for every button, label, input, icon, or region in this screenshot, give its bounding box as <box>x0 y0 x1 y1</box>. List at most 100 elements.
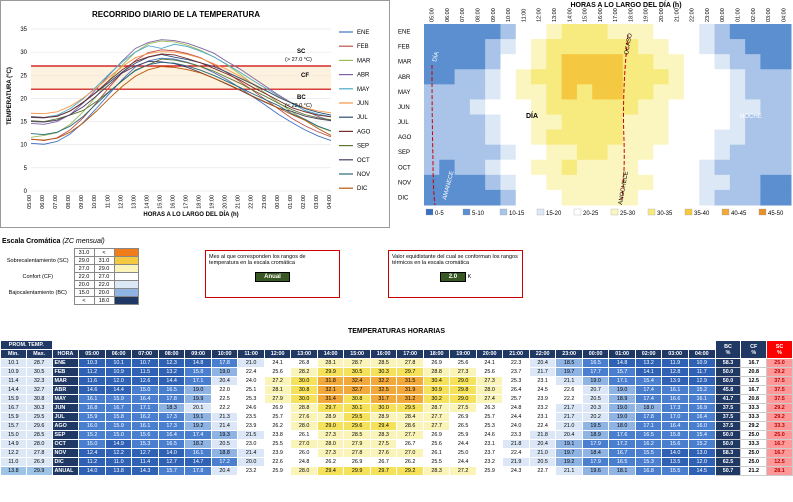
heatmap-cell <box>668 99 685 115</box>
bc-percent-cell: 37.5 <box>714 403 742 413</box>
scale-swatch <box>113 248 139 257</box>
legend-label: 40-45 <box>731 211 747 217</box>
temp-cell: 17.8 <box>157 394 186 404</box>
heatmap-cell <box>668 189 685 206</box>
temp-cell: 25.9 <box>263 466 292 476</box>
temp-cell: 14.8 <box>184 358 212 368</box>
heatmap-cell <box>622 114 639 131</box>
table-row: 13.8 29.9 ANUAL 14.0 13.8 14.3 15.7 17.8 20.4 23.… <box>0 466 793 476</box>
temp-cell: 28.0 <box>290 466 318 476</box>
temp-cell: 14.4 <box>157 376 186 386</box>
heatmap-cell <box>653 39 670 55</box>
minmax-cell: 29.5 <box>25 412 53 422</box>
temp-cell: 16.1 <box>661 385 689 395</box>
hour-header: 01:00 <box>608 349 636 359</box>
heatmap-cell <box>638 189 654 206</box>
temp-cell: 12.9 <box>687 376 716 386</box>
temp-cell: 22.7 <box>528 466 557 476</box>
temp-cell: 31.9 <box>396 385 424 395</box>
temp-cell: 27.4 <box>475 394 504 404</box>
month-cell: ANUAL <box>51 466 80 476</box>
heatmap-cell <box>592 174 608 191</box>
temp-cell: 28.0 <box>316 439 345 449</box>
hour-header: 10:00 <box>210 349 239 359</box>
heatmap-cell <box>454 99 471 115</box>
heatmap-cell <box>546 54 563 70</box>
minmax-cell: 32.7 <box>25 385 53 395</box>
heatmap-cell <box>485 129 501 146</box>
temp-cell: 19.0 <box>608 385 636 395</box>
temp-cell: 26.1 <box>422 448 451 458</box>
temp-cell: 29.0 <box>449 394 477 404</box>
temp-cell: 28.2 <box>290 367 318 377</box>
heatmap-cell <box>500 69 517 85</box>
hour-header: 17:00 <box>396 349 424 359</box>
temp-cell: 27.9 <box>263 394 292 404</box>
temp-cell: 22.4 <box>237 367 265 377</box>
temp-cell: 21.4 <box>237 448 265 458</box>
temp-cell: 32.7 <box>343 385 371 395</box>
temp-cell: 20.5 <box>581 394 610 404</box>
heatmap-x-tick: 09:00 <box>491 8 497 22</box>
cf-percent-cell: 16.7 <box>740 385 768 395</box>
hour-header: 06:00 <box>104 349 133 359</box>
heatmap-cell <box>607 129 624 146</box>
heatmap-cell <box>638 69 654 85</box>
temp-cell: 24.5 <box>528 385 557 395</box>
temp-cell: 19.1 <box>555 439 583 449</box>
heatmap-cell <box>576 54 593 70</box>
temp-cell: 25.6 <box>422 439 451 449</box>
heatmap-cell <box>500 99 517 115</box>
heatmap-cell <box>576 159 593 176</box>
scale-value: 31.0 <box>93 256 115 265</box>
minmax-cell: 29.9 <box>25 466 53 476</box>
temp-cell: 21.3 <box>210 412 239 422</box>
legend-label: OCT <box>357 158 370 164</box>
temp-cell: 30.4 <box>422 376 451 386</box>
temp-cell: 25.9 <box>449 430 477 440</box>
heatmap-x-tick: 04:00 <box>781 8 787 22</box>
temp-cell: 25.9 <box>475 466 504 476</box>
heatmap-cell <box>485 114 501 131</box>
temp-cell: 29.9 <box>316 367 345 377</box>
hour-header: 00:00 <box>581 349 610 359</box>
legend-label: SEP <box>357 144 369 150</box>
temp-cell: 16.4 <box>157 430 186 440</box>
heatmap-cell <box>515 24 532 40</box>
heatmap-cell <box>638 159 654 176</box>
heatmap-cell <box>561 39 578 55</box>
heatmap-cell <box>454 144 471 161</box>
table-row: 12.2 27.8 NOV 12.4 12.2 12.7 14.0 16.1 18.8 21.4 2… <box>0 448 793 458</box>
temp-cell: 23.3 <box>502 430 530 440</box>
temp-cell: 24.6 <box>237 403 265 413</box>
scale-value: 15.0 <box>73 288 95 297</box>
temp-cell: 17.8 <box>210 358 239 368</box>
temp-cell: 28.1 <box>263 385 292 395</box>
heatmap-cell <box>546 144 563 161</box>
series-line-nov <box>30 61 332 135</box>
temp-cell: 11.7 <box>687 367 716 377</box>
temp-cell: 15.2 <box>78 430 106 440</box>
scale-value: < <box>93 248 115 257</box>
temp-cell: 23.8 <box>263 430 292 440</box>
month-cell: JUN <box>51 403 80 413</box>
temp-cell: 19.0 <box>608 403 636 413</box>
heatmap-cell <box>454 84 471 100</box>
hour-header: 07:00 <box>131 349 159 359</box>
heatmap-cell <box>607 99 624 115</box>
temp-cell: 28.8 <box>422 367 451 377</box>
legend-label: FEB <box>357 44 369 50</box>
month-select-button[interactable]: Anual <box>255 272 290 282</box>
temp-cell: 27.6 <box>290 412 318 422</box>
legend-swatch <box>758 208 767 216</box>
table-row: 11.0 26.9 DIC 11.2 11.0 11.4 12.7 14.7 17.2 20.0 2… <box>0 457 793 467</box>
heatmap-cell <box>424 189 440 206</box>
temp-cell: 20.4 <box>528 358 557 368</box>
heatmap-cell <box>745 189 761 206</box>
heatmap-y-tick: MAY <box>398 90 411 96</box>
cf-percent-cell: 20.8 <box>740 394 768 404</box>
legend-label: 0-5 <box>435 211 444 217</box>
step-value-input[interactable]: 2.0 <box>439 272 467 282</box>
heatmap-cell <box>469 39 486 55</box>
temp-cell: 23.9 <box>263 448 292 458</box>
